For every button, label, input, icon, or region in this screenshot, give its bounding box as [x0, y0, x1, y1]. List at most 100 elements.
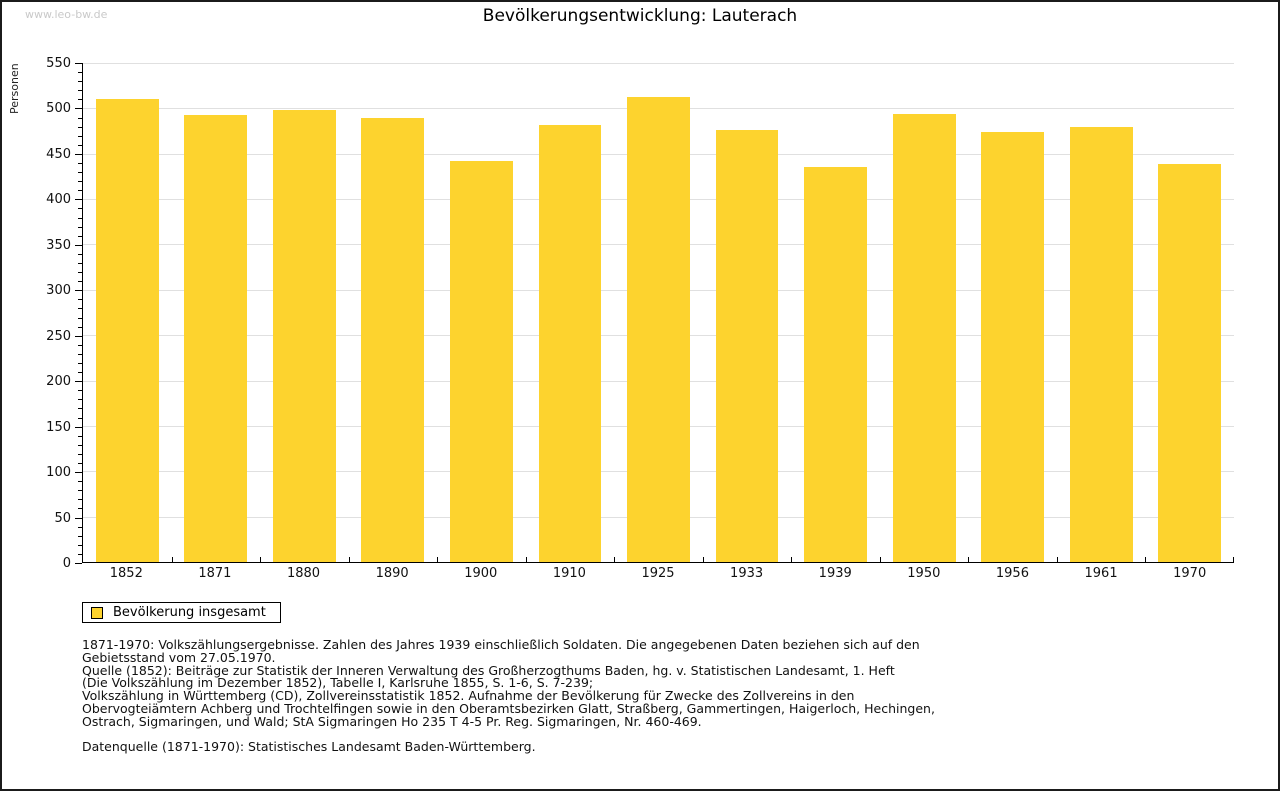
legend-swatch	[91, 606, 103, 619]
y-axis-tick	[78, 435, 82, 437]
y-axis-tick	[78, 72, 82, 74]
y-axis-tick	[78, 390, 82, 392]
y-axis-tick	[78, 253, 82, 255]
y-axis-tick	[78, 181, 82, 183]
x-axis-tick	[348, 557, 350, 562]
y-axis-tick	[75, 517, 82, 519]
x-axis-tick	[260, 557, 262, 562]
y-axis-tick-label: 50	[54, 510, 71, 526]
page-title: Bevölkerungsentwicklung: Lauterach	[482, 6, 798, 26]
x-axis-label: 1933	[730, 566, 764, 581]
x-axis-tick	[525, 557, 527, 562]
y-axis-tick	[78, 308, 82, 310]
y-axis-tick	[78, 217, 82, 219]
y-axis-tick-label: 150	[46, 419, 71, 435]
y-axis-tick	[78, 553, 82, 555]
x-axis-tick	[879, 557, 881, 562]
x-axis-tick	[968, 557, 970, 562]
x-axis-label: 1961	[1084, 566, 1118, 581]
x-axis-label: 1939	[818, 566, 852, 581]
footer-line: Obervogteiämtern Achberg und Trochtelfin…	[82, 700, 935, 716]
x-axis-label: 1970	[1173, 566, 1207, 581]
y-axis-tick	[78, 126, 82, 128]
y-axis-tick-label: 0	[62, 556, 71, 571]
bar	[892, 113, 956, 562]
y-axis-tick	[78, 544, 82, 546]
footer-line: Ostrach, Sigmaringen, und Wald; StA Sigm…	[82, 713, 702, 729]
y-axis-tick	[78, 117, 82, 119]
y-axis-tick	[78, 235, 82, 237]
y-axis-tick	[75, 199, 82, 201]
y-axis-tick	[78, 263, 82, 264]
y-axis-tick	[75, 290, 82, 292]
y-axis-tick	[75, 335, 82, 337]
y-axis-tick	[78, 90, 82, 92]
y-axis-tick	[78, 99, 82, 101]
bar	[1069, 126, 1133, 562]
watermark: www.leo-bw.de	[25, 8, 108, 21]
x-axis-labels: 1852 1871 1880 1890 1900 1910 1925 1933 1939 1950…	[82, 566, 1234, 582]
y-axis-tick	[75, 563, 82, 564]
bar	[361, 118, 425, 562]
footer-line: Gebietsstand vom 27.05.1970.	[82, 649, 276, 665]
footer-line: Datenquelle (1871-1970): Statistisches L…	[82, 739, 536, 755]
y-axis-tick	[78, 481, 82, 483]
y-axis-tick	[78, 499, 82, 501]
x-axis-tick	[1056, 557, 1058, 562]
y-axis-tick	[75, 381, 82, 383]
y-axis-tick	[78, 208, 82, 210]
bar	[538, 124, 602, 562]
bar	[981, 131, 1045, 562]
y-axis-tick-label: 250	[46, 328, 71, 344]
y-axis: 0 50 100 150 200 250 300 350 400 450 500 550	[2, 56, 82, 571]
y-axis-tick	[78, 508, 82, 510]
y-axis-tick	[78, 144, 82, 146]
y-axis-tick-label: 100	[46, 465, 71, 481]
y-axis-tick	[75, 426, 82, 428]
y-axis-tick-label: 450	[46, 146, 71, 162]
y-axis-tick	[78, 272, 82, 274]
y-axis-tick	[78, 135, 82, 137]
footer-line: Quelle (1852): Beiträge zur Statistik de…	[82, 662, 895, 678]
y-axis-tick	[78, 372, 82, 374]
y-axis-tick	[78, 490, 82, 492]
x-axis-label: 1956	[995, 566, 1029, 581]
x-axis-tick	[702, 557, 704, 562]
y-axis-tick-label: 500	[46, 101, 71, 117]
y-axis-tick	[75, 472, 82, 474]
y-axis-tick	[78, 172, 82, 174]
x-axis-tick	[1233, 557, 1234, 562]
plot-area	[82, 63, 1234, 563]
y-axis-tick-label: 400	[46, 192, 71, 208]
y-axis-tick	[78, 299, 82, 301]
y-axis-tick	[78, 408, 82, 410]
y-axis-tick-label: 350	[46, 237, 71, 253]
y-axis-tick	[78, 281, 82, 283]
y-axis-tick	[78, 163, 82, 164]
y-axis-tick-label: 300	[46, 283, 71, 299]
bar	[627, 97, 690, 562]
x-axis-label: 1890	[375, 566, 409, 581]
x-axis-label: 1900	[464, 566, 498, 581]
footer-line: Volkszählung in Württemberg (CD), Zollve…	[82, 688, 855, 704]
x-axis-label: 1925	[641, 566, 675, 581]
bar	[449, 161, 513, 562]
x-axis-tick	[171, 557, 173, 562]
y-axis-tick	[78, 226, 82, 228]
footer-line: 1871-1970: Volkszählungsergebnisse. Zahl…	[82, 637, 920, 652]
y-axis-tick	[78, 344, 82, 346]
y-axis-tick	[78, 535, 82, 537]
y-axis-tick-label: 200	[46, 374, 71, 390]
bar	[804, 167, 867, 562]
x-axis-tick	[614, 557, 616, 562]
y-axis-tick	[78, 317, 82, 319]
y-axis-tick	[78, 453, 82, 455]
bar	[715, 130, 779, 562]
x-axis-label: 1910	[552, 566, 586, 581]
bar	[184, 114, 248, 562]
footnotes: 1871-1970: Volkszählungsergebnisse. Zahl…	[82, 637, 1212, 755]
legend-label: Bevölkerung insgesamt	[113, 605, 266, 620]
x-axis-tick	[437, 557, 439, 562]
bar	[95, 99, 159, 562]
